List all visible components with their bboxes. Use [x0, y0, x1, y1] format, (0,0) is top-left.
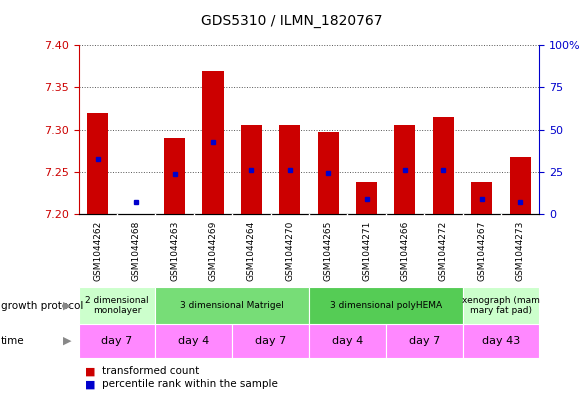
- Bar: [79, 324, 156, 358]
- Text: day 43: day 43: [482, 336, 520, 346]
- Text: day 7: day 7: [409, 336, 440, 346]
- Text: time: time: [1, 336, 25, 346]
- Bar: [156, 324, 232, 358]
- Bar: [318, 132, 339, 214]
- Text: day 4: day 4: [178, 336, 209, 346]
- Text: percentile rank within the sample: percentile rank within the sample: [102, 379, 278, 389]
- Text: day 7: day 7: [255, 336, 286, 346]
- Text: GSM1044271: GSM1044271: [362, 220, 371, 281]
- Text: GSM1044264: GSM1044264: [247, 220, 256, 281]
- Bar: [87, 113, 108, 214]
- Text: GSM1044268: GSM1044268: [132, 220, 141, 281]
- Bar: [309, 324, 386, 358]
- Text: ■: ■: [85, 366, 95, 376]
- Text: day 4: day 4: [332, 336, 363, 346]
- Text: GDS5310 / ILMN_1820767: GDS5310 / ILMN_1820767: [201, 14, 382, 28]
- Text: ▶: ▶: [63, 336, 72, 346]
- Text: 3 dimensional Matrigel: 3 dimensional Matrigel: [180, 301, 284, 310]
- Text: 3 dimensional polyHEMA: 3 dimensional polyHEMA: [330, 301, 442, 310]
- Text: GSM1044272: GSM1044272: [439, 220, 448, 281]
- Bar: [510, 157, 531, 214]
- Text: transformed count: transformed count: [102, 366, 199, 376]
- Text: day 7: day 7: [101, 336, 133, 346]
- Bar: [164, 138, 185, 214]
- Bar: [202, 71, 224, 214]
- Text: ▶: ▶: [63, 301, 72, 310]
- Text: GSM1044270: GSM1044270: [285, 220, 294, 281]
- Text: GSM1044269: GSM1044269: [209, 220, 217, 281]
- Text: 2 dimensional
monolayer: 2 dimensional monolayer: [85, 296, 149, 315]
- Text: ■: ■: [85, 379, 95, 389]
- Text: GSM1044267: GSM1044267: [477, 220, 486, 281]
- Text: GSM1044273: GSM1044273: [515, 220, 525, 281]
- Bar: [394, 125, 416, 214]
- Bar: [79, 287, 156, 324]
- Text: GSM1044262: GSM1044262: [93, 220, 103, 281]
- Bar: [433, 117, 454, 214]
- Bar: [386, 324, 462, 358]
- Bar: [309, 287, 462, 324]
- Text: GSM1044266: GSM1044266: [401, 220, 409, 281]
- Bar: [279, 125, 300, 214]
- Bar: [241, 125, 262, 214]
- Text: GSM1044265: GSM1044265: [324, 220, 333, 281]
- Bar: [356, 182, 377, 214]
- Bar: [156, 287, 309, 324]
- Bar: [471, 182, 492, 214]
- Bar: [462, 324, 539, 358]
- Bar: [232, 324, 309, 358]
- Text: growth protocol: growth protocol: [1, 301, 83, 310]
- Text: xenograph (mam
mary fat pad): xenograph (mam mary fat pad): [462, 296, 540, 315]
- Text: GSM1044263: GSM1044263: [170, 220, 179, 281]
- Bar: [462, 287, 539, 324]
